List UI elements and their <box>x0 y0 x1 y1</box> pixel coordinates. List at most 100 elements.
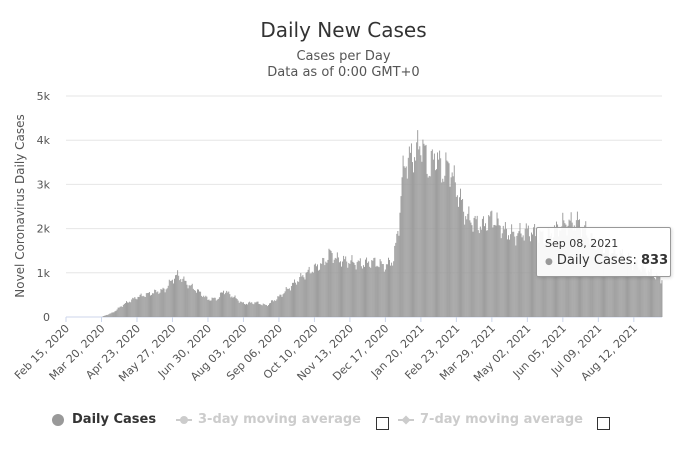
daily-cases-bar <box>188 285 190 317</box>
daily-cases-bar <box>474 215 476 317</box>
daily-cases-bar <box>144 296 146 317</box>
daily-cases-bar <box>469 220 471 317</box>
daily-cases-bar <box>388 257 389 317</box>
daily-cases-bar <box>612 252 614 317</box>
daily-cases-bar <box>426 173 428 317</box>
daily-cases-bar <box>622 255 624 317</box>
daily-cases-bar <box>519 223 521 317</box>
daily-cases-bar <box>513 231 515 317</box>
daily-cases-bar <box>184 280 186 317</box>
daily-cases-bar <box>545 238 547 317</box>
daily-cases-bar <box>247 304 249 317</box>
daily-cases-bar <box>140 293 142 317</box>
daily-cases-bar <box>490 211 492 317</box>
daily-cases-bar <box>414 157 416 317</box>
daily-cases-bar <box>415 160 417 317</box>
daily-cases-bar <box>228 291 230 317</box>
daily-cases-bar <box>263 304 265 317</box>
daily-cases-bar <box>389 260 390 317</box>
legend-item-7-day-average[interactable]: 7-day moving average <box>398 412 583 427</box>
daily-cases-bar <box>398 235 400 317</box>
daily-cases-bar <box>289 290 291 317</box>
legend-item-3-day-average[interactable]: 3-day moving average <box>176 412 361 427</box>
daily-cases-bar <box>640 271 642 317</box>
tooltip-series: Daily Cases <box>556 253 633 268</box>
daily-cases-bar <box>122 304 124 317</box>
daily-cases-bar <box>644 267 646 317</box>
daily-cases-bar <box>623 262 625 317</box>
legend-item-daily-cases[interactable]: Daily Cases <box>52 412 156 427</box>
daily-cases-bar <box>224 294 226 317</box>
chart-subtitle: Cases per Day Data as of 0:00 GMT+0 <box>0 49 687 81</box>
daily-cases-bar <box>348 262 350 317</box>
daily-cases-bar <box>121 306 123 317</box>
daily-cases-bar <box>526 228 528 317</box>
daily-cases-bar <box>143 296 145 317</box>
daily-cases-bar <box>379 259 381 317</box>
daily-cases-bar <box>428 175 430 317</box>
daily-cases-bar <box>369 266 371 317</box>
daily-cases-bar <box>130 302 132 317</box>
daily-cases-bar <box>281 296 283 317</box>
daily-cases-bar <box>256 301 258 317</box>
daily-cases-bar <box>592 238 594 317</box>
daily-cases-bar <box>534 224 536 317</box>
daily-cases-bar <box>476 215 478 317</box>
daily-cases-bar <box>418 149 420 317</box>
daily-cases-bar <box>552 237 554 317</box>
daily-cases-bar <box>593 237 595 317</box>
daily-cases-bar <box>145 293 147 317</box>
daily-cases-bar <box>237 300 239 317</box>
daily-cases-bar <box>658 276 660 317</box>
daily-cases-bar <box>133 298 135 317</box>
daily-cases-bar <box>264 304 266 317</box>
daily-cases-bar <box>312 272 314 317</box>
daily-cases-bar <box>635 262 637 317</box>
daily-cases-bar <box>520 233 522 317</box>
daily-cases-bar <box>464 224 466 317</box>
daily-cases-bar <box>239 301 241 317</box>
daily-cases-bar <box>524 228 526 317</box>
daily-cases-bar <box>152 293 154 317</box>
daily-cases-bar <box>252 303 254 317</box>
daily-cases-bar <box>515 245 517 317</box>
daily-cases-bar <box>639 268 641 317</box>
checkbox-7-day-average[interactable] <box>597 417 610 430</box>
daily-cases-bar <box>234 295 236 317</box>
tooltip-date: Sep 08, 2021 <box>545 237 619 250</box>
daily-cases-bar <box>154 289 156 317</box>
daily-cases-bar <box>600 248 602 317</box>
daily-cases-bar <box>486 230 488 317</box>
daily-cases-bar <box>291 282 293 317</box>
daily-cases-bar <box>392 265 394 317</box>
daily-cases-bar <box>516 235 518 317</box>
daily-cases-bar <box>323 258 325 317</box>
daily-cases-bar <box>648 272 650 317</box>
daily-cases-bar <box>532 234 533 317</box>
daily-cases-bar <box>116 309 118 317</box>
daily-cases-bar <box>155 290 157 317</box>
daily-cases-bar <box>334 257 336 317</box>
daily-cases-bar <box>413 172 414 317</box>
daily-cases-bar <box>632 270 634 317</box>
daily-cases-bar <box>164 292 166 317</box>
daily-cases-bar <box>207 300 209 317</box>
daily-cases-bar <box>366 257 368 317</box>
daily-cases-bar <box>500 238 502 317</box>
daily-cases-bar <box>386 264 388 317</box>
daily-cases-bar <box>299 277 301 317</box>
daily-cases-bar <box>300 273 302 317</box>
daily-cases-bar <box>423 143 425 317</box>
checkbox-3-day-average[interactable] <box>376 417 389 430</box>
daily-cases-bar <box>596 243 598 317</box>
daily-cases-bar <box>327 259 329 317</box>
daily-cases-bar <box>399 212 401 317</box>
daily-cases-bar <box>123 303 125 317</box>
daily-cases-bar <box>409 152 411 317</box>
daily-cases-bar <box>277 296 279 317</box>
legend-label-7-day-average: 7-day moving average <box>420 412 583 427</box>
daily-cases-bar <box>267 305 269 317</box>
daily-cases-bar <box>514 236 516 317</box>
daily-cases-bar <box>198 289 199 317</box>
daily-cases-bar <box>205 295 207 317</box>
